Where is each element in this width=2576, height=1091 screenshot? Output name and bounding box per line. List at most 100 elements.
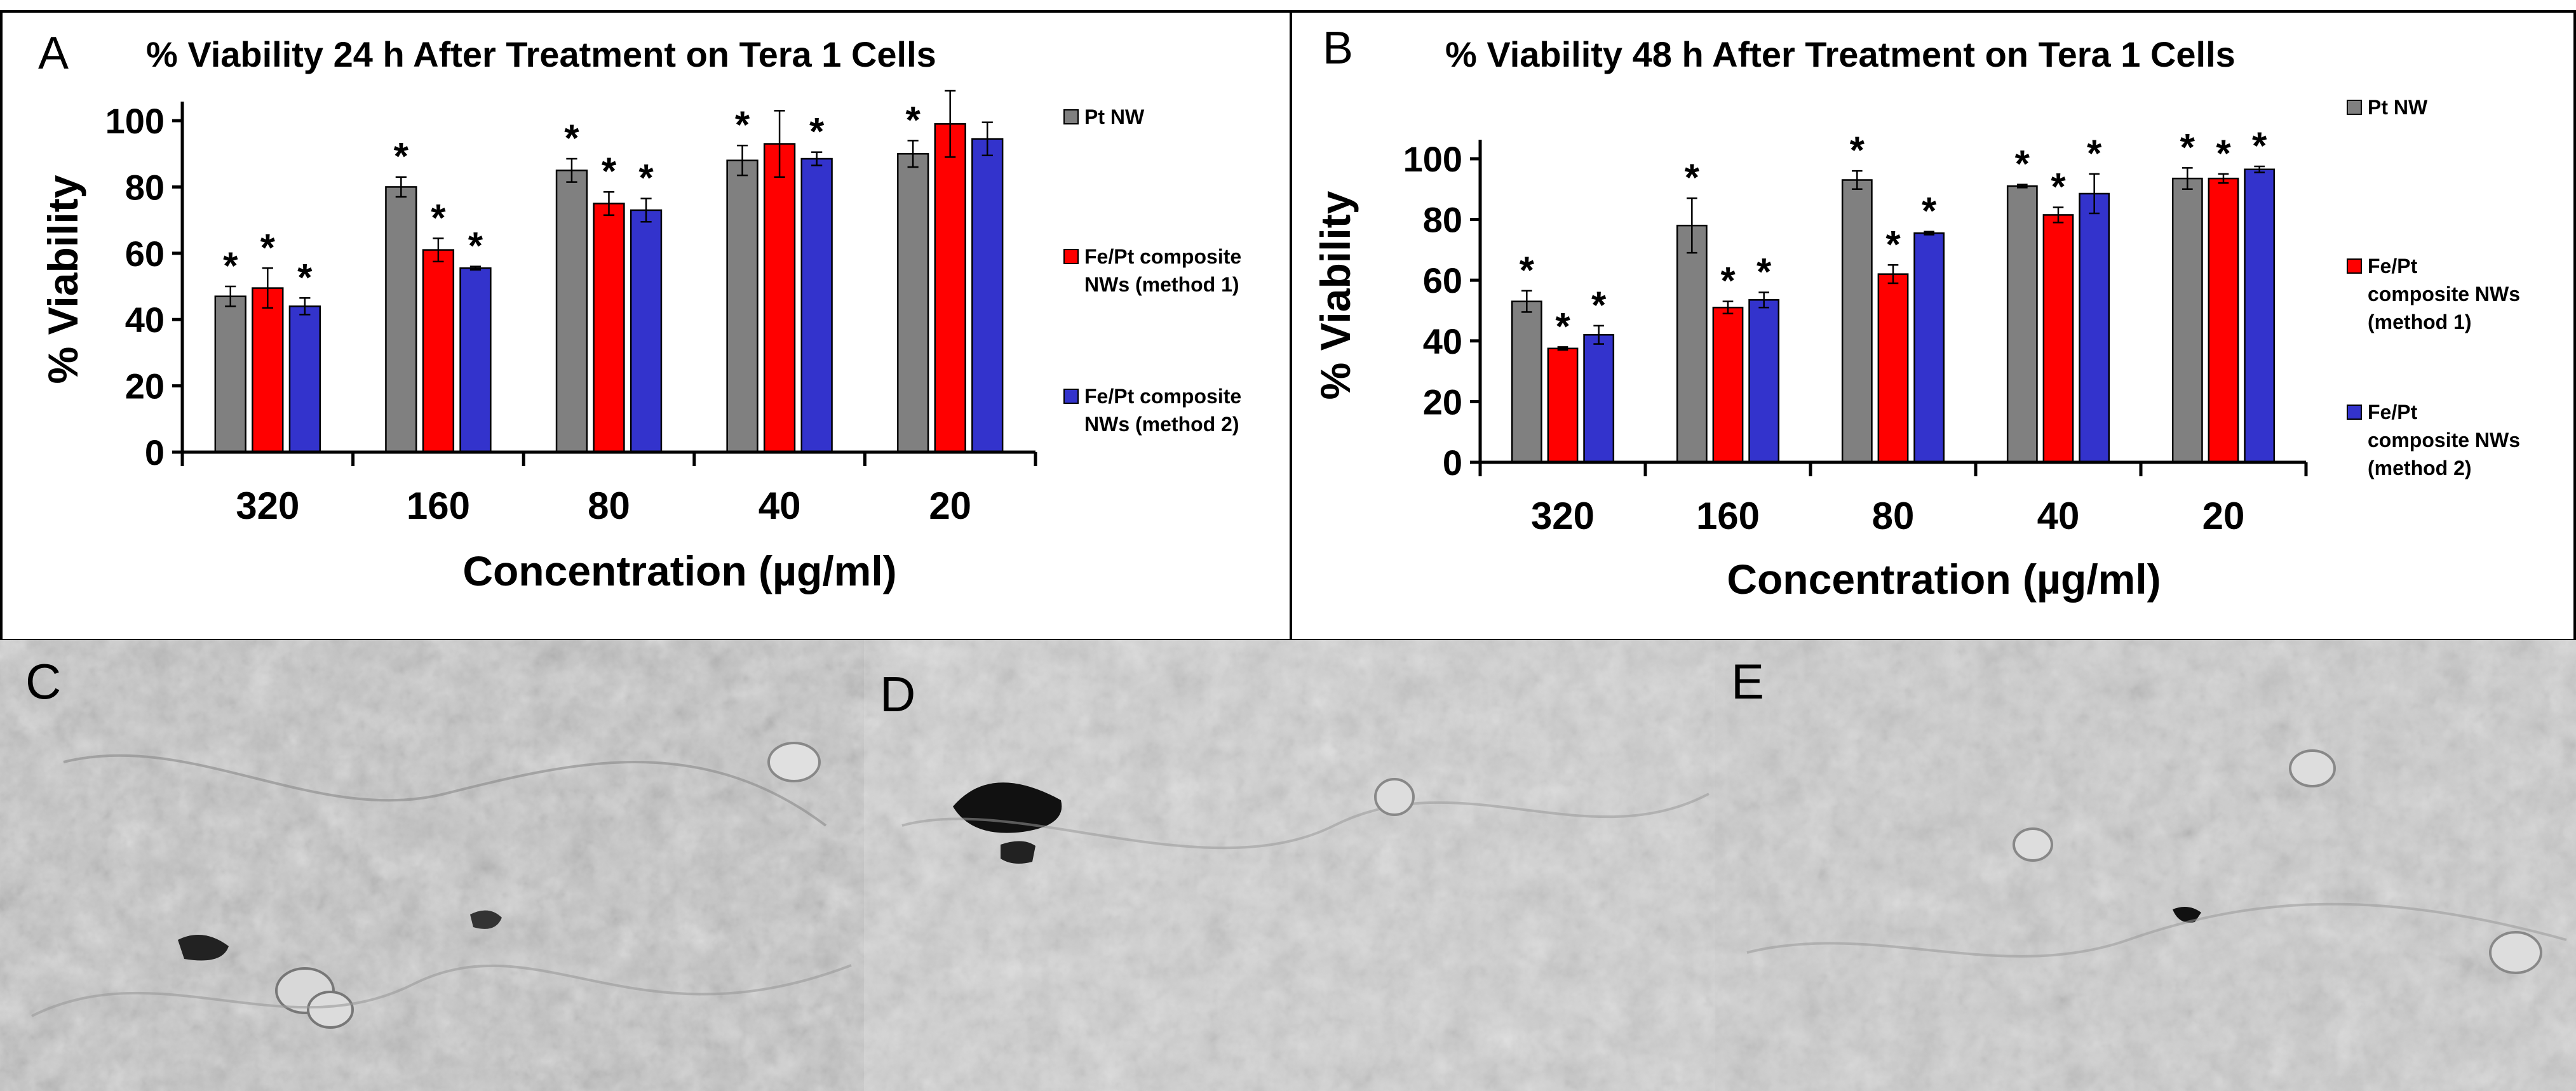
significance-marker: * <box>1520 249 1535 291</box>
significance-marker: * <box>2252 124 2267 167</box>
x-tick-label: 20 <box>2202 495 2245 537</box>
legend-label: composite NWs <box>2368 429 2520 452</box>
chart-panel-a: A % Viability 24 h After Treatment on Te… <box>38 28 1241 594</box>
legend-label: Fe/Pt <box>2368 255 2418 278</box>
bar <box>459 267 492 453</box>
significance-marker: * <box>602 150 617 192</box>
micrograph-d: D <box>864 640 1715 1091</box>
bar <box>288 305 321 453</box>
bar <box>1712 306 1744 464</box>
significance-marker: * <box>905 98 920 141</box>
y-tick-label: 100 <box>105 101 165 141</box>
legend-swatch <box>2347 405 2362 420</box>
chart-panel-b: B % Viability 48 h After Treatment on Te… <box>1312 23 2520 603</box>
bar <box>1511 300 1542 464</box>
x-tick-label: 20 <box>929 485 971 527</box>
legend-label: composite NWs <box>2368 283 2520 305</box>
bar <box>2208 177 2239 464</box>
axes: 0 20 40 60 80 100 320 160 80 40 20 <box>1403 139 2308 537</box>
bar <box>971 138 1004 453</box>
significance-marker: * <box>1757 250 1772 293</box>
bar <box>934 123 966 453</box>
significance-marker: * <box>468 225 483 267</box>
bar <box>800 157 833 453</box>
bar <box>2042 214 2074 464</box>
x-tick-label: 40 <box>2037 495 2080 537</box>
significance-marker: * <box>1885 223 1901 265</box>
bar <box>896 152 929 453</box>
legend-label: Fe/Pt composite <box>1084 245 1241 268</box>
legend-swatch <box>2347 100 2362 115</box>
y-axis-label: % Viability <box>1312 191 1359 399</box>
significance-marker: * <box>260 226 276 269</box>
micrograph-label: C <box>25 653 61 709</box>
bar <box>630 209 663 453</box>
bar <box>2171 177 2203 464</box>
y-tick-label: 0 <box>145 432 165 472</box>
significance-marker: * <box>638 157 654 199</box>
legend: Pt NW Fe/Pt composite NWs (method 1) Fe/Pt co… <box>2347 96 2520 479</box>
bar <box>1841 179 1873 464</box>
chart-title: % Viability 24 h After Treatment on Tera… <box>146 34 936 74</box>
axes: 0 20 40 60 80 100 320 160 80 40 20 <box>105 101 1037 527</box>
legend-label: Pt NW <box>1084 105 1145 128</box>
significance-marker: * <box>1685 156 1700 199</box>
significance-marker: * <box>1555 305 1570 347</box>
bar <box>2244 168 2276 464</box>
y-tick-label: 20 <box>125 366 165 406</box>
y-tick-label: 80 <box>1423 200 1462 240</box>
panel-label-b: B <box>1323 23 1353 74</box>
x-tick-label: 40 <box>759 485 801 527</box>
y-axis-label: % Viability <box>39 175 86 384</box>
bar <box>1583 333 1615 464</box>
x-axis-label: Concentration (µg/ml) <box>1727 556 2161 603</box>
y-tick-label: 20 <box>1423 382 1462 422</box>
y-tick-label: 0 <box>1443 443 1462 483</box>
x-tick-label: 80 <box>1872 495 1915 537</box>
bars: * * * * * * * * * * * * * * * <box>1511 124 2276 464</box>
legend-swatch <box>1063 109 1079 124</box>
y-tick-label: 100 <box>1403 139 1462 179</box>
significance-marker: * <box>394 135 409 178</box>
legend-label: NWs (method 2) <box>1084 413 1239 436</box>
significance-marker: * <box>297 256 313 298</box>
significance-marker: * <box>2216 132 2231 175</box>
bar <box>385 186 417 453</box>
chart-title: % Viability 48 h After Treatment on Tera… <box>1445 34 2235 74</box>
legend-swatch <box>2347 258 2362 274</box>
y-tick-label: 40 <box>1423 321 1462 361</box>
bar <box>763 143 796 453</box>
micrograph-e: E <box>1715 640 2576 1091</box>
micrograph-c: C <box>0 640 864 1091</box>
legend-label: (method 2) <box>2368 457 2472 479</box>
significance-marker: * <box>223 244 238 287</box>
significance-marker: * <box>564 117 579 159</box>
significance-marker: * <box>2051 165 2066 208</box>
bar <box>1913 232 1945 464</box>
significance-marker: * <box>1850 129 1865 171</box>
micrograph-label: D <box>880 666 915 722</box>
x-tick-label: 80 <box>588 485 630 527</box>
bar <box>593 203 625 453</box>
legend: Pt NW Fe/Pt composite NWs (method 1) Fe/Pt … <box>1063 105 1241 436</box>
x-tick-label: 320 <box>1531 495 1595 537</box>
y-tick-label: 60 <box>1423 260 1462 300</box>
x-axis-label: Concentration (µg/ml) <box>462 547 896 594</box>
x-tick-label: 160 <box>407 485 470 527</box>
significance-marker: * <box>2015 143 2030 185</box>
y-tick-label: 60 <box>125 234 165 274</box>
significance-marker: * <box>809 110 825 153</box>
y-tick-label: 40 <box>125 300 165 340</box>
legend-label: Pt NW <box>2368 96 2428 119</box>
bar <box>422 249 455 453</box>
bar <box>2079 192 2110 464</box>
significance-marker: * <box>1591 284 1607 326</box>
significance-marker: * <box>2087 132 2102 175</box>
legend-swatch <box>1063 389 1079 404</box>
significance-marker: * <box>2180 126 2195 168</box>
micrograph-label: E <box>1731 653 1764 709</box>
bar <box>1748 299 1780 464</box>
panel-label-a: A <box>38 28 69 79</box>
bar <box>1676 224 1708 464</box>
